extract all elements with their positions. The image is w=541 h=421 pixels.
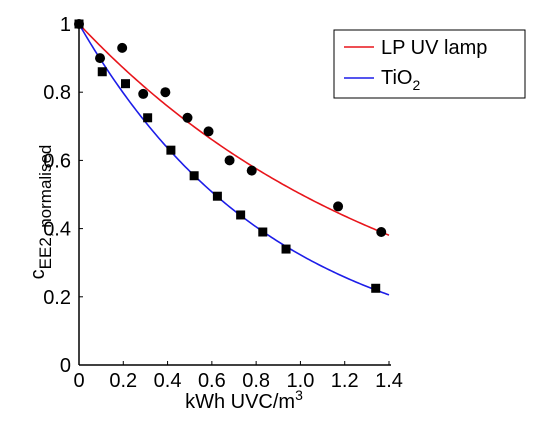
- data-point-lp-uv-lamp: [160, 87, 171, 98]
- x-tick-label: 1.2: [331, 370, 359, 392]
- x-tick-label: 0.6: [198, 370, 226, 392]
- plot-area: 0 0.2 0.4 0.6 0.8 1.0 1.2 1.4 0 0.2 0.4 0.6 0.8 1: [43, 14, 403, 392]
- data-point-tio2: [121, 79, 130, 89]
- data-point-tio2: [143, 113, 153, 123]
- data-point-tio2: [166, 145, 176, 155]
- x-tick-label: 1.0: [287, 370, 315, 392]
- x-tick-label: 0.2: [109, 370, 137, 392]
- legend-label-tio2: TiO2: [381, 67, 420, 93]
- x-tick-label: 0.4: [154, 370, 182, 392]
- x-tick-label: 0.8: [242, 370, 270, 392]
- data-point-lp-uv-lamp: [138, 88, 149, 99]
- y-tick-label: 1: [60, 14, 71, 36]
- data-point-lp-uv-lamp: [224, 155, 235, 166]
- data-point-lp-uv-lamp: [203, 126, 214, 137]
- data-point-tio2: [74, 19, 84, 29]
- x-tick-label: 0: [73, 370, 84, 392]
- data-point-lp-uv-lamp: [95, 53, 106, 64]
- legend: LP UV lamp TiO2: [333, 29, 526, 99]
- data-point-lp-uv-lamp: [246, 165, 257, 176]
- y-tick-label: 0.4: [43, 219, 71, 241]
- legend-label-lp-uv-lamp: LP UV lamp: [381, 37, 487, 59]
- x-tick-label: 1.4: [375, 370, 403, 392]
- y-tick-label: 0.2: [43, 287, 71, 309]
- data-point-tio2: [371, 283, 381, 293]
- y-axis-label-sub: EE2, normalised: [36, 145, 55, 270]
- legend-label-tio2-sub: 2: [412, 77, 420, 93]
- legend-label-tio2-main: TiO: [381, 67, 412, 89]
- y-tick-label: 0: [60, 355, 71, 377]
- data-point-tio2: [97, 67, 107, 77]
- x-axis-label-sup: 3: [295, 387, 303, 403]
- y-axis-label: cEE2, normalised: [27, 145, 55, 280]
- data-point-lp-uv-lamp: [333, 201, 344, 212]
- fit-curve-tio2: [78, 23, 390, 296]
- data-point-tio2: [281, 244, 291, 254]
- data-point-tio2: [236, 210, 246, 220]
- data-point-tio2: [189, 171, 199, 181]
- y-axis-label-main: c: [27, 269, 49, 279]
- data-point-tio2: [258, 227, 268, 237]
- fit-curve-lp-uv-lamp: [78, 23, 390, 236]
- legend-box: [333, 29, 526, 99]
- y-tick-label: 0.8: [43, 82, 71, 104]
- data-point-tio2: [212, 191, 222, 201]
- x-axis-label-main: kWh UVC/m: [185, 391, 295, 413]
- data-point-lp-uv-lamp: [182, 112, 193, 123]
- data-point-lp-uv-lamp: [117, 42, 128, 53]
- x-axis-label: kWh UVC/m3: [185, 387, 303, 413]
- y-tick-label: 0.6: [43, 150, 71, 172]
- data-point-lp-uv-lamp: [376, 227, 387, 238]
